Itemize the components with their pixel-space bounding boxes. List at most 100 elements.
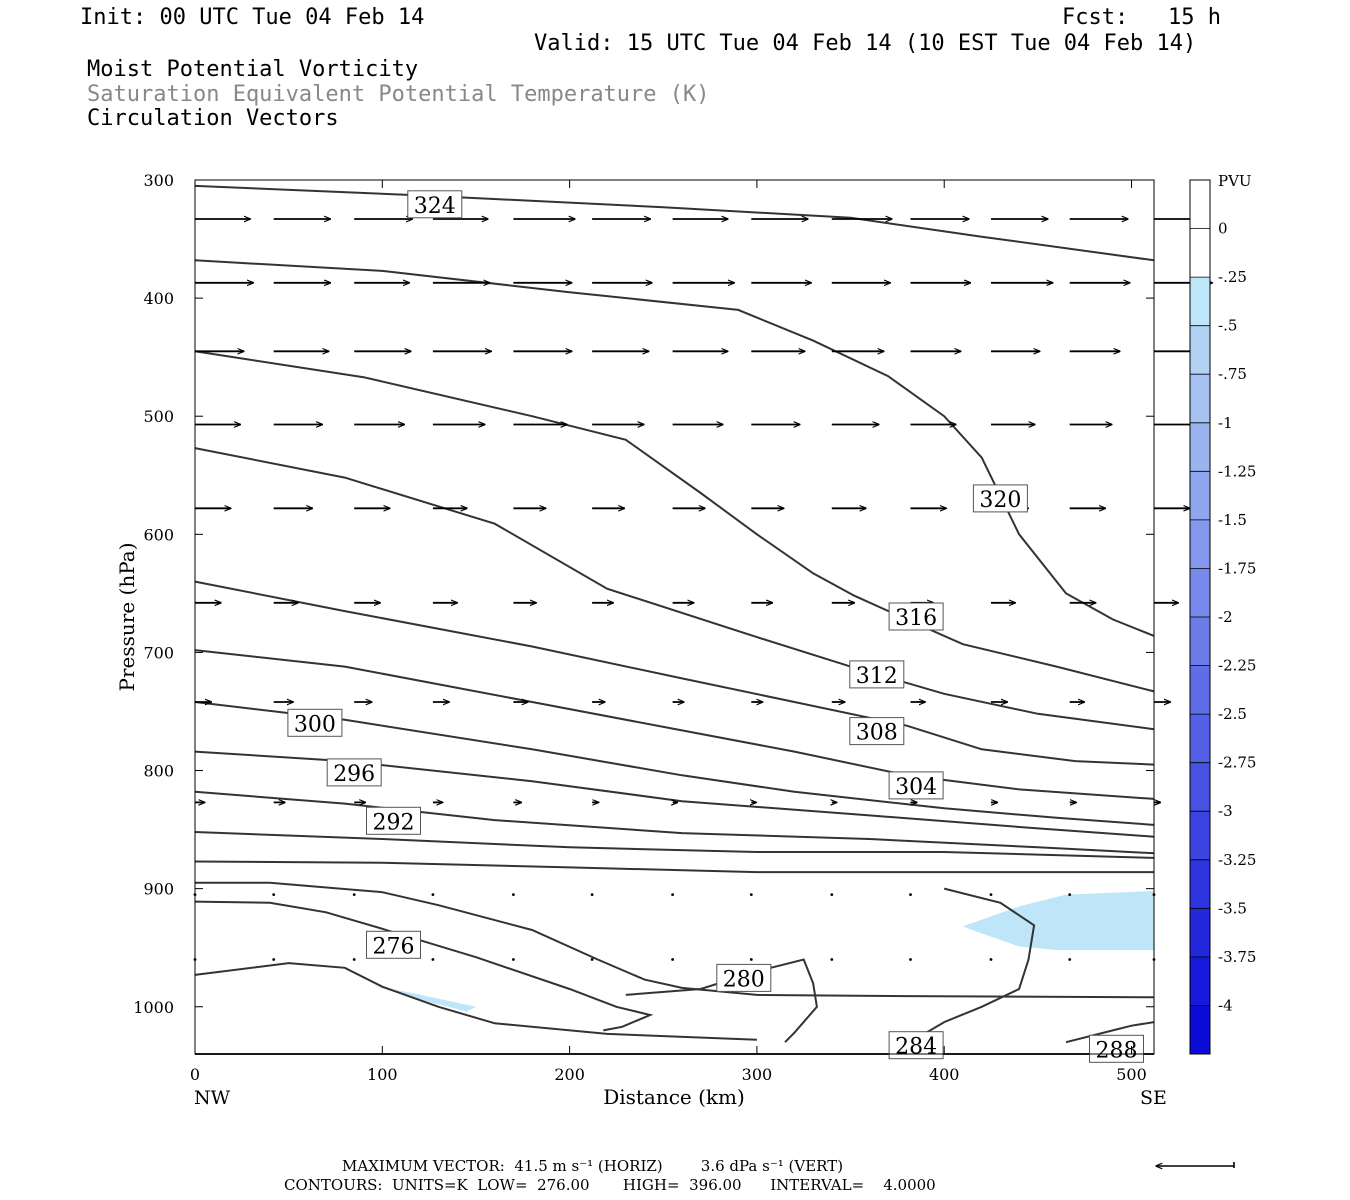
colorbar-cell [1190,762,1210,812]
contour-line [194,701,1155,826]
contour-label: 276 [373,934,415,959]
vector-dot [431,958,435,961]
valid-time: Valid: 15 UTC Tue 04 Feb 14 (10 EST Tue … [534,31,1197,56]
contour-label: 280 [723,967,765,992]
contour-label-box [849,717,905,746]
vector-dot [590,893,594,896]
x-tick-label: 500 [1116,1065,1147,1084]
colorbar-tick-label: -1 [1218,414,1233,432]
vector-dot [830,893,834,896]
contour-label-box [849,660,905,689]
init-time: Init: 00 UTC Tue 04 Feb 14 [80,5,425,30]
x-tick-label: 400 [929,1065,960,1084]
x-tick-label: 100 [367,1065,398,1084]
contour-line [915,887,1036,1040]
vector-dot [272,893,276,896]
colorbar-unit: PVU [1218,172,1252,190]
colorbar-tick-label: -2 [1218,608,1233,626]
y-tick-label: 800 [143,762,174,781]
y-tick-label: 900 [143,880,174,899]
vector-dot [431,893,435,896]
contour-line [194,649,1155,800]
colorbar-tick-label: 0 [1218,220,1228,238]
colorbar-tick-label: -.75 [1218,365,1247,383]
field-title-thetaes: Saturation Equivalent Potential Temperat… [87,82,710,107]
contour-line [194,900,654,1032]
colorbar-cell [1190,374,1210,424]
contour-line [194,184,1155,262]
x-tick-label: 300 [742,1065,773,1084]
colorbar-tick-label: -3.5 [1218,899,1247,917]
y-tick-label: 400 [143,289,174,308]
colorbar-tick-label: -3 [1218,802,1233,820]
contour-line [194,962,757,1041]
colorbar-cell [1190,1005,1210,1055]
contour-line [194,350,1155,693]
colorbar-cell [1190,228,1210,278]
contour-line [625,958,818,1043]
vector-dot [1068,958,1072,961]
contour-label: 304 [895,775,937,800]
pv-region [962,891,1154,951]
vector-dot [671,958,674,961]
contour-label: 300 [294,712,336,737]
contour-label: 324 [414,194,456,219]
colorbar-cell [1190,908,1210,958]
vector-dot [989,958,993,961]
colorbar-tick-label: -1.5 [1218,511,1247,529]
vector-dot [352,893,356,896]
colorbar-tick-label: -3.25 [1218,851,1256,869]
colorbar-tick-label: -2.5 [1218,705,1247,723]
contour-label: 312 [856,664,898,689]
contour-line [194,259,1155,637]
contour-label-box [716,963,772,992]
y-tick-label: 300 [143,171,174,190]
contour-label-box [287,708,343,737]
x-tick-label: 200 [554,1065,585,1084]
plot-frame [194,179,1155,1055]
colorbar-cell [1190,665,1210,715]
forecast-hour: Fcst: 15 h [1062,5,1221,30]
y-tick-label: 500 [143,407,174,426]
y-axis-label: Pressure (hPa) [115,543,139,692]
contour-label-box [407,190,463,219]
y-tick-label: 600 [143,525,174,544]
contour-line [195,881,1155,999]
contour-label-box [888,602,944,631]
contour-line [194,860,1154,874]
vector-dot [512,958,515,961]
field-title-vectors: Circulation Vectors [87,106,339,131]
colorbar-tick-label: -3.75 [1218,948,1256,966]
colorbar-cell [1190,811,1210,861]
colorbar-tick-label: -1.25 [1218,462,1256,480]
colorbar-cell [1190,568,1210,618]
vector-dot [352,958,356,961]
x-end-label-left: NW [194,1087,231,1109]
vector-dot [671,893,674,896]
colorbar-cell [1190,859,1210,909]
colorbar-tick-label: -4 [1218,996,1233,1014]
vector-dot [272,958,276,961]
contour-label: 284 [895,1035,937,1060]
field-title-mpv: Moist Potential Vorticity [87,57,419,82]
contour-label-box [326,758,382,787]
contour-label-box [1089,1034,1144,1063]
vector-dot [749,893,753,896]
contour-label: 288 [1096,1038,1138,1063]
max-vector-note: MAXIMUM VECTOR: 41.5 m s⁻¹ (HORIZ) 3.6 d… [342,1157,844,1175]
colorbar-cell [1190,325,1210,375]
colorbar-cell [1190,471,1210,521]
vector-dot [989,893,993,896]
vector-dot [909,958,912,961]
contour-line [194,447,1155,731]
colorbar-cell [1190,956,1210,1006]
colorbar-tick-label: -2.75 [1218,754,1256,772]
y-tick-label: 700 [143,643,174,662]
y-tick-label: 1000 [133,998,174,1017]
contour-line [194,831,1155,859]
contour-label: 296 [333,762,375,787]
colorbar-cell [1190,180,1210,230]
x-tick-label: 0 [190,1065,200,1084]
contour-line [194,790,1155,855]
